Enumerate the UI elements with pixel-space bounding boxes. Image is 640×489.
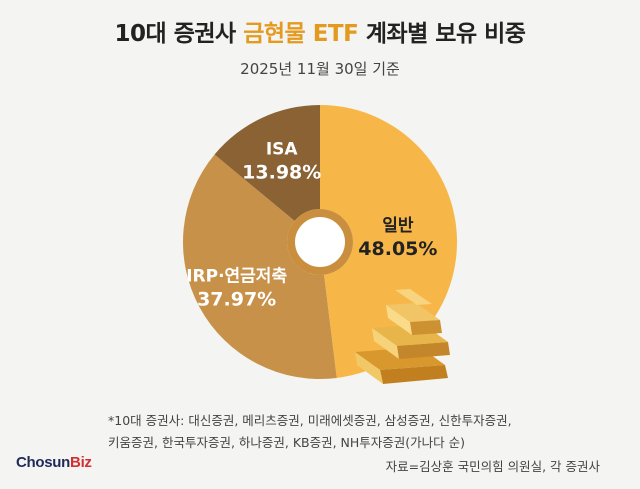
slice-name-2: ISA [266, 140, 299, 160]
footnote-line-2: 키움증권, 한국투자증권, 하나증권, KB증권, NH투자증권(가나다 순) [108, 435, 466, 450]
slice-value-0: 48.05% [358, 238, 437, 260]
title-suffix: 계좌별 보유 비중 [358, 21, 526, 47]
title-highlight: 금현물 ETF [243, 21, 359, 47]
chosunbiz-logo: ChosunBiz [16, 454, 92, 471]
logo-main-text: Chosun [16, 454, 71, 471]
source-note: 자료=김상훈 국민의힘 의원실, 각 증권사 [385, 459, 600, 474]
slice-value-1: 37.97% [197, 289, 276, 311]
slice-name-1: IRP·연금저축 [186, 267, 287, 287]
chart-subtitle: 2025년 11월 30일 기준 [240, 60, 400, 78]
slice-2 [214, 105, 320, 221]
footnote-line-1: *10대 증권사: 대신증권, 메리츠증권, 미래에셋증권, 삼성증권, 신한투… [108, 413, 512, 428]
slice-value-2: 13.98% [242, 162, 321, 184]
slice-name-0: 일반 [382, 216, 414, 236]
donut-hole [295, 217, 345, 267]
chart-title: 10대 증권사 금현물 ETF 계좌별 보유 비중 [0, 14, 640, 48]
slice-1 [183, 154, 337, 379]
gold-bars-icon [355, 289, 450, 384]
title-prefix: 10대 증권사 [114, 21, 244, 47]
logo-accent-text: Biz [70, 454, 92, 471]
footnote: *10대 증권사: 대신증권, 메리츠증권, 미래에셋증권, 삼성증권, 신한투… [108, 410, 618, 454]
